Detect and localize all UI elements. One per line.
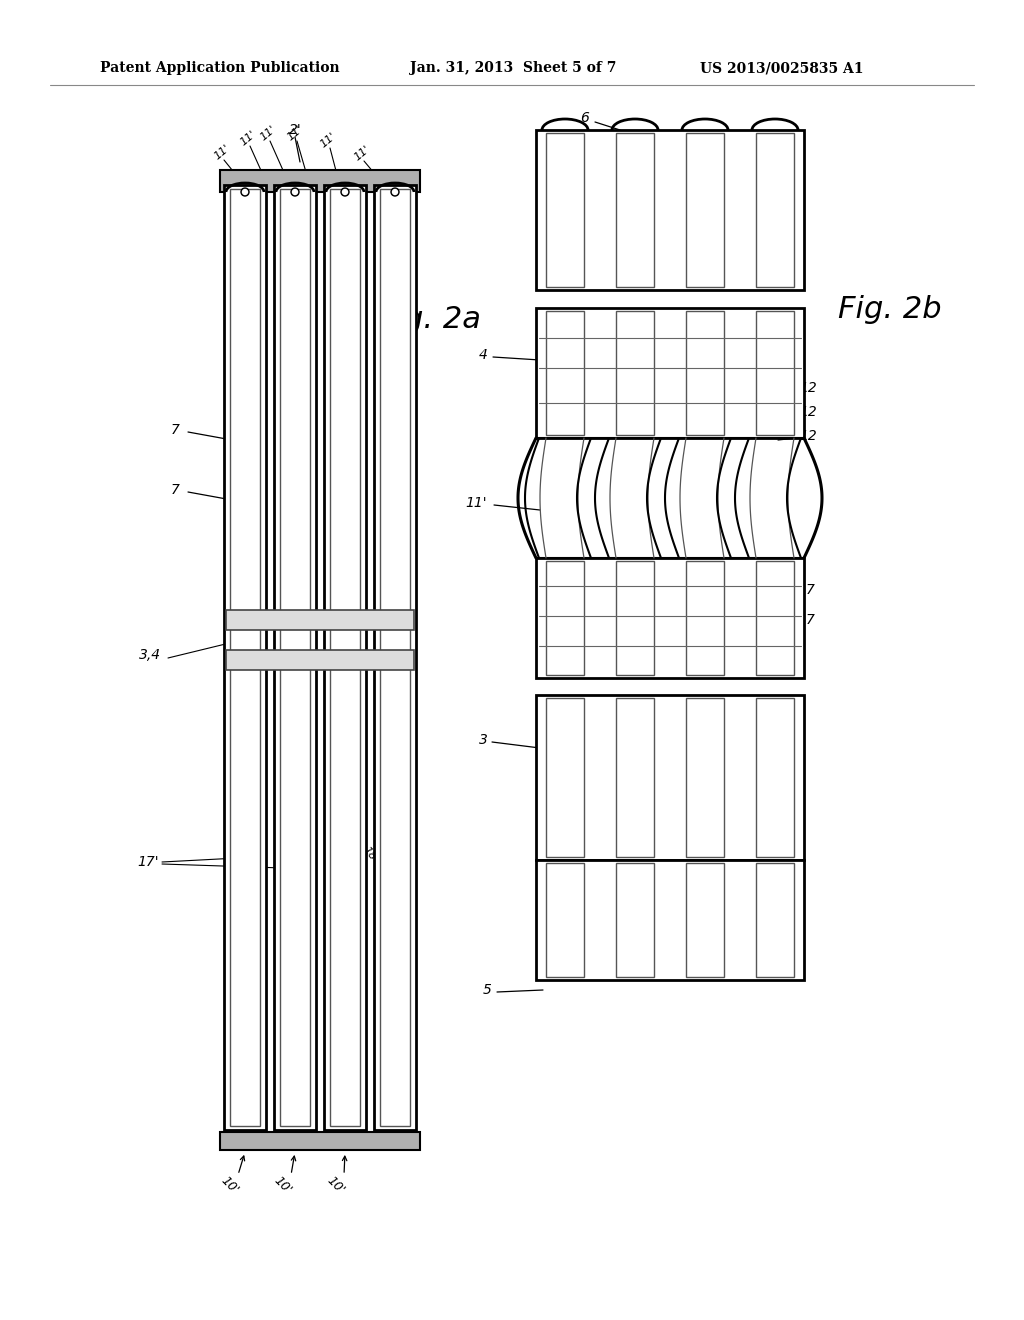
Text: 2': 2'	[289, 123, 301, 137]
Bar	[536, 558, 804, 678]
Bar	[546, 312, 584, 436]
Text: 11': 11'	[212, 143, 231, 161]
Text: US 2013/0025835 A1: US 2013/0025835 A1	[700, 61, 863, 75]
Circle shape	[293, 190, 298, 194]
Bar	[756, 312, 794, 436]
Bar	[374, 185, 416, 1130]
Text: 11': 11'	[239, 128, 258, 148]
Text: 5: 5	[482, 983, 492, 997]
Text: 3,4: 3,4	[139, 648, 161, 663]
Bar	[686, 133, 724, 286]
Text: 10': 10'	[271, 1173, 295, 1196]
Bar	[616, 698, 654, 857]
Text: 11': 11'	[258, 124, 278, 143]
Bar	[220, 170, 420, 191]
Bar	[226, 610, 414, 630]
Bar	[616, 863, 654, 977]
Bar	[274, 185, 316, 1130]
Text: 7: 7	[806, 612, 814, 627]
Bar	[330, 189, 360, 1126]
Bar	[616, 133, 654, 286]
Bar	[686, 312, 724, 436]
Text: 18': 18'	[360, 845, 379, 865]
Text: 10': 10'	[218, 1173, 242, 1196]
Circle shape	[243, 190, 248, 194]
Circle shape	[241, 187, 249, 195]
Text: 11': 11'	[285, 124, 305, 143]
Bar	[756, 561, 794, 675]
Text: 11': 11'	[352, 144, 372, 162]
Bar	[546, 133, 584, 286]
Bar	[546, 698, 584, 857]
Text: 11': 11'	[318, 131, 338, 149]
Bar	[536, 696, 804, 861]
Circle shape	[291, 187, 299, 195]
Circle shape	[392, 190, 397, 194]
Text: 7: 7	[806, 583, 814, 597]
Bar	[616, 561, 654, 675]
Bar	[380, 189, 410, 1126]
Bar	[686, 561, 724, 675]
Text: 7: 7	[171, 422, 179, 437]
Circle shape	[391, 187, 399, 195]
Bar	[536, 861, 804, 979]
Text: 3: 3	[478, 733, 487, 747]
Text: 7: 7	[171, 483, 179, 498]
Bar	[226, 649, 414, 671]
Text: Fig. 2a: Fig. 2a	[379, 305, 481, 334]
Text: Patent Application Publication: Patent Application Publication	[100, 61, 340, 75]
Text: 18': 18'	[341, 828, 359, 847]
Text: Jan. 31, 2013  Sheet 5 of 7: Jan. 31, 2013 Sheet 5 of 7	[410, 61, 616, 75]
Bar	[546, 561, 584, 675]
Text: 12: 12	[799, 381, 817, 395]
Text: 18': 18'	[381, 862, 399, 882]
Text: 6: 6	[581, 111, 590, 125]
Bar	[756, 863, 794, 977]
Bar	[324, 185, 366, 1130]
Circle shape	[341, 187, 349, 195]
Bar	[686, 863, 724, 977]
Bar	[220, 1133, 420, 1150]
Text: 10': 10'	[325, 1173, 347, 1196]
Bar	[230, 189, 260, 1126]
Text: 17': 17'	[137, 855, 159, 869]
Bar	[536, 308, 804, 438]
Bar	[616, 312, 654, 436]
Bar	[280, 189, 310, 1126]
Bar	[686, 698, 724, 857]
Text: 12: 12	[799, 405, 817, 418]
Bar	[224, 185, 266, 1130]
Text: 4: 4	[478, 348, 487, 362]
Text: 11': 11'	[465, 496, 486, 510]
Bar	[756, 698, 794, 857]
Bar	[536, 129, 804, 290]
Bar	[546, 863, 584, 977]
Text: 12: 12	[799, 429, 817, 444]
Circle shape	[342, 190, 347, 194]
Text: Fig. 2b: Fig. 2b	[839, 296, 942, 325]
Bar	[756, 133, 794, 286]
